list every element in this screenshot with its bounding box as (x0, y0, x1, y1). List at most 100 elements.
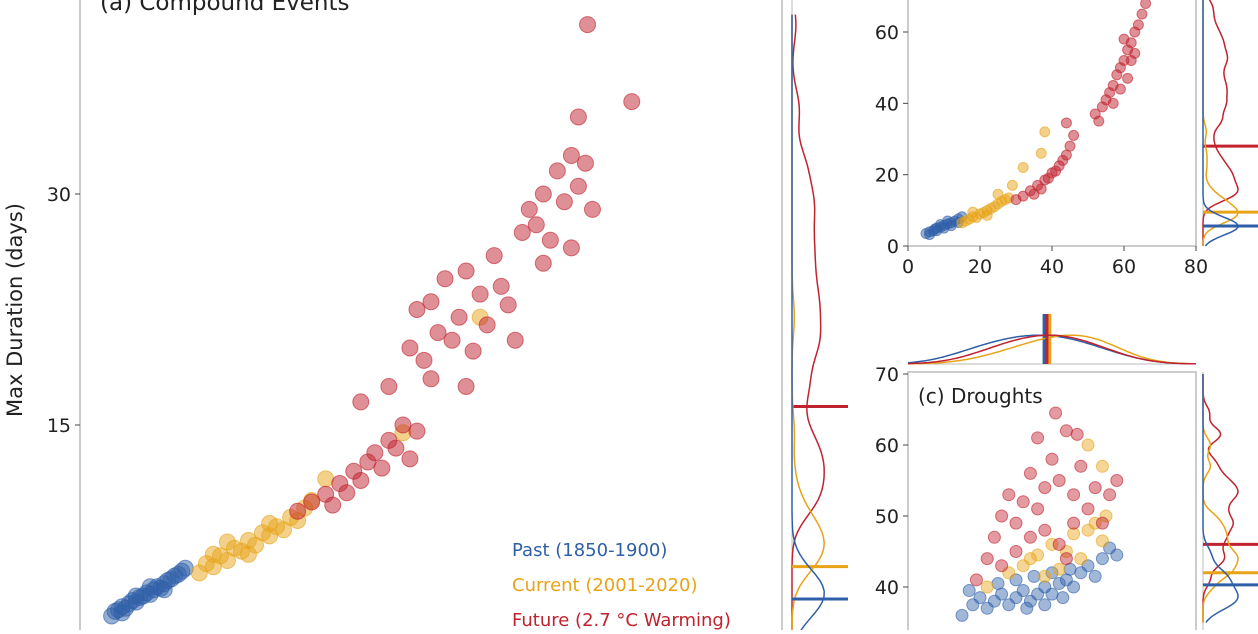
point-future (303, 493, 321, 511)
point-past (962, 584, 976, 598)
point-future (324, 496, 342, 514)
point-future (527, 216, 545, 234)
point-current (1031, 548, 1045, 562)
point-future (401, 339, 419, 357)
point-future (995, 509, 1009, 523)
point-past (942, 215, 954, 227)
point-future (1059, 552, 1073, 566)
point-past (1045, 566, 1059, 580)
point-future (1016, 495, 1030, 509)
point-future (579, 16, 597, 34)
y-tick-label: 60 (875, 435, 899, 457)
point-future (436, 270, 454, 288)
point-current (1099, 509, 1113, 523)
point-past (1020, 601, 1034, 615)
point-future (1122, 72, 1134, 84)
point-future (623, 93, 641, 111)
scatter-points (103, 0, 1152, 625)
point-future (457, 262, 475, 280)
legend-current: Current (2001-2020) (512, 575, 697, 596)
point-current (992, 188, 1004, 200)
point-future (352, 393, 370, 411)
point-future (380, 378, 398, 395)
point-current (1039, 126, 1051, 138)
point-future (506, 331, 524, 349)
point-current (1023, 552, 1037, 566)
point-future (1002, 488, 1016, 502)
point-future (1038, 481, 1052, 495)
point-future (415, 351, 433, 369)
point-past (113, 604, 131, 622)
point-current (1081, 438, 1095, 452)
point-current (967, 206, 979, 218)
legend: Past (1850-1900) Current (2001-2020) Fut… (512, 540, 731, 631)
point-future (1064, 140, 1076, 152)
y-tick-label: 0 (887, 236, 899, 258)
point-future (464, 342, 482, 360)
point-future (422, 370, 440, 388)
point-past (991, 576, 1005, 590)
point-future (289, 502, 307, 520)
y-tick-label: 70 (875, 364, 899, 386)
point-future (1140, 0, 1152, 9)
point-future (576, 154, 594, 172)
point-future (1031, 502, 1045, 516)
point-current (239, 545, 257, 563)
y-tick-label: 60 (875, 22, 899, 44)
point-future (1110, 474, 1124, 487)
point-future (401, 450, 419, 468)
point-future (1067, 516, 1081, 530)
point-future (1009, 516, 1023, 530)
point-future (429, 324, 447, 342)
point-future (471, 285, 489, 303)
point-future (555, 193, 573, 211)
point-past (127, 587, 145, 605)
point-current (1006, 179, 1018, 191)
point-future (1114, 83, 1126, 95)
point-current (218, 533, 236, 551)
point-future (338, 484, 356, 502)
point-future (1118, 33, 1130, 45)
point-past (955, 608, 969, 622)
point-future (408, 422, 426, 440)
point-past (1067, 580, 1081, 594)
x-tick-label: 40 (1040, 256, 1064, 278)
point-future (394, 416, 412, 434)
point-future (1095, 516, 1109, 530)
x-tick-label: 20 (968, 256, 992, 278)
point-past (1038, 598, 1052, 612)
point-past (155, 581, 173, 599)
point-future (980, 552, 994, 566)
panel-frame (907, 371, 1197, 634)
panel-frame (907, 0, 1197, 247)
panel-a-ylabel: Max Duration (days) (3, 203, 27, 417)
point-future (1059, 424, 1073, 438)
point-future (1009, 545, 1023, 558)
panel-c-title: (c) Droughts (918, 384, 1043, 408)
point-future (499, 296, 517, 314)
point-future (443, 331, 461, 349)
y-tick-label: 20 (875, 165, 899, 187)
point-future (1068, 129, 1080, 141)
marginal-kde-past (1202, 0, 1239, 247)
point-current (261, 515, 279, 533)
point-past (1095, 552, 1109, 566)
point-future (1023, 530, 1037, 544)
x-tick-label: 80 (1184, 256, 1208, 278)
point-future (450, 308, 468, 326)
x-tick-label: 60 (1112, 256, 1136, 278)
legend-future: Future (2.7 °C Warming) (512, 610, 731, 630)
point-future (1107, 97, 1119, 109)
point-future (562, 147, 580, 164)
point-future (366, 444, 384, 462)
point-future (492, 277, 510, 295)
y-tick-label: 15 (47, 415, 71, 437)
point-future (1132, 19, 1144, 31)
point-future (569, 177, 587, 195)
y-tick-label: 50 (875, 506, 899, 528)
point-past (1110, 548, 1124, 562)
point-current (1067, 527, 1081, 541)
point-current (1035, 147, 1047, 159)
point-past (141, 578, 159, 596)
